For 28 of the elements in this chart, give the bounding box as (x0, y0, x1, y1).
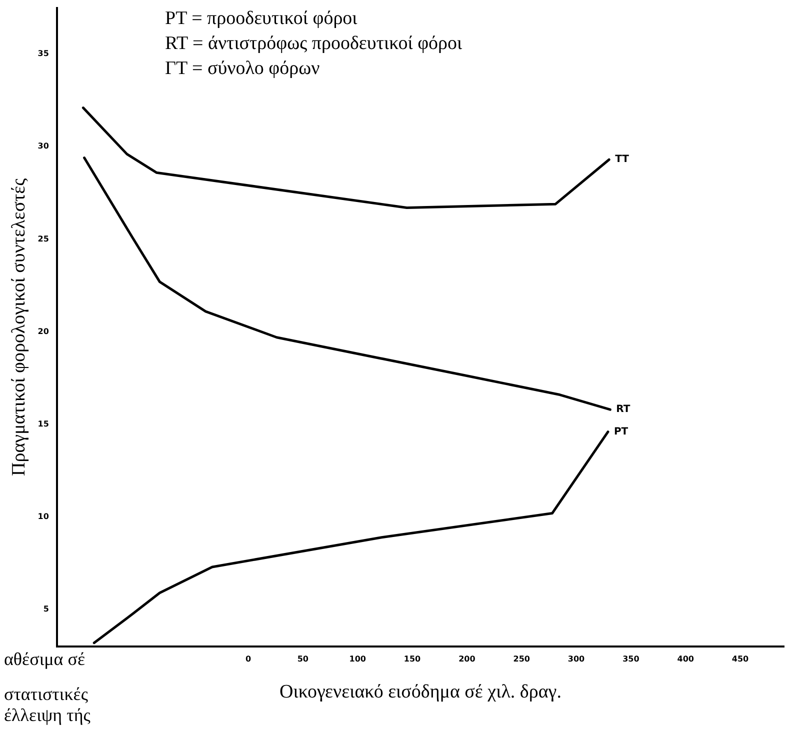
series-label: PT (614, 426, 628, 438)
x-tick-label: 200 (458, 654, 476, 664)
y-tick-label: 5 (43, 604, 50, 614)
text: στατιστικές (4, 684, 89, 705)
x-tick-label: 150 (404, 654, 422, 664)
annotation: PT = προοδευτικοί φόροι (165, 7, 358, 31)
x-tick-label: 250 (513, 654, 530, 664)
y-tick-label: 15 (38, 419, 50, 428)
y-tick-label: 10 (38, 512, 50, 522)
text: έλλειψη τής (4, 705, 90, 726)
x-tick-label: 300 (568, 654, 586, 664)
text: αθέσιμα σέ (4, 649, 86, 670)
series-label: RT (616, 404, 630, 416)
y-tick-label: 20 (38, 326, 50, 336)
x-tick-label: 400 (677, 654, 694, 664)
x-tick-label: 50 (297, 654, 309, 664)
y-tick-label: 35 (38, 49, 50, 58)
annotation: RT = άντιστρόφως προοδευτικοί φόροι (165, 32, 462, 56)
annotation: ΓΤ = σύνολο φόρων (165, 57, 321, 81)
series-label: TT (615, 154, 630, 166)
x-tick-label: 0 (245, 654, 252, 664)
y-tick-label: 30 (38, 142, 50, 151)
x-tick-label: 100 (349, 654, 366, 664)
y-tick-label: 25 (38, 234, 50, 244)
y-axis-title: Πραγματικοί φορολογικοί συντελεστές (8, 178, 30, 476)
x-axis-title: Οικογενειακό εισόδημα σέ χιλ. δραγ. (279, 682, 562, 703)
x-tick-label: 350 (622, 654, 640, 664)
x-tick-label: 450 (732, 654, 750, 664)
